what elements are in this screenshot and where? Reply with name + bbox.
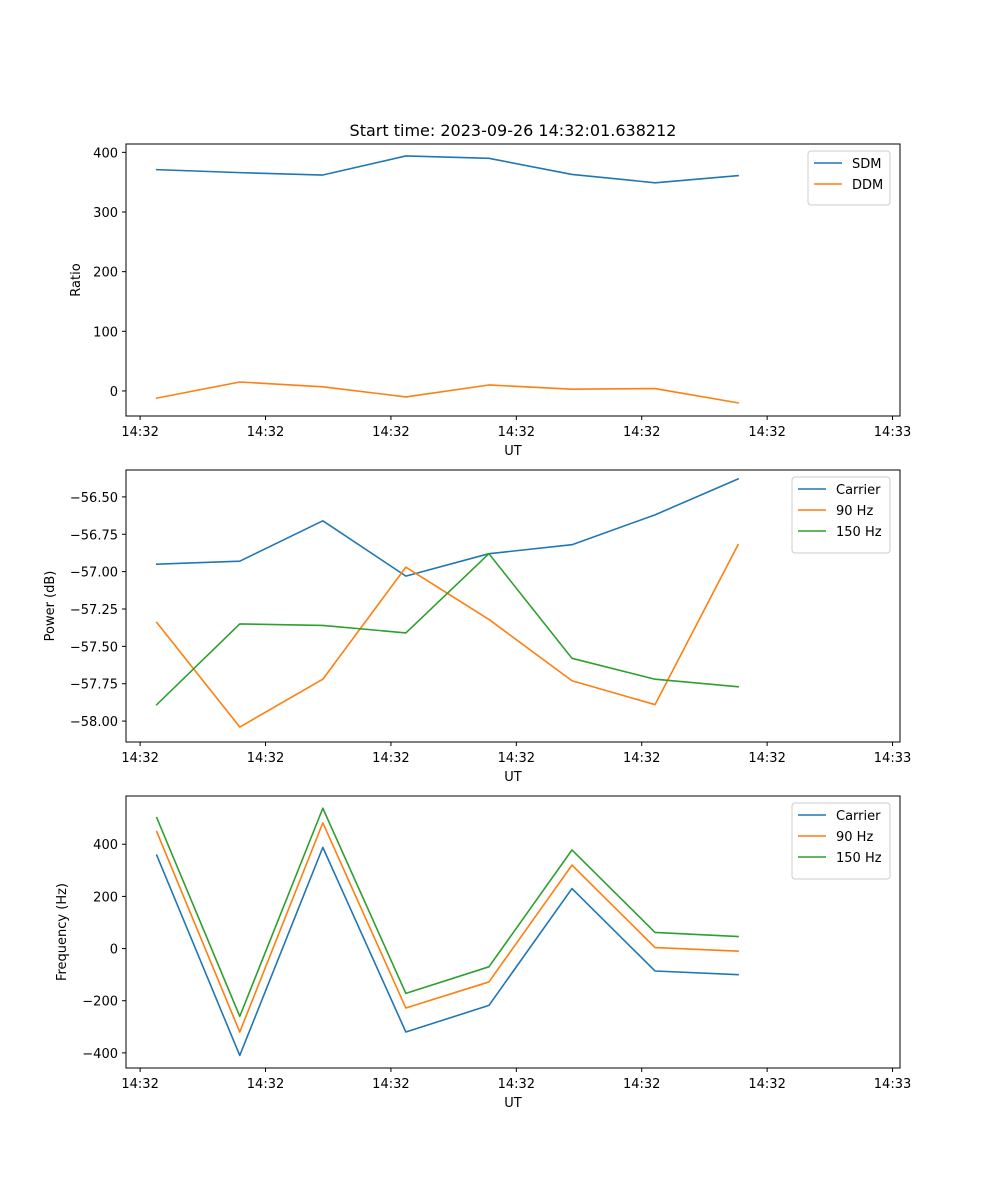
y-tick-label: −57.75 — [70, 678, 118, 693]
x-tick-label: 14:32 — [247, 425, 284, 440]
x-tick-label: 14:32 — [121, 425, 158, 440]
legend-box — [791, 476, 891, 554]
y-tick-label: −400 — [82, 1047, 118, 1062]
y-tick-label: −57.50 — [70, 640, 118, 655]
series-line-ddm — [155, 381, 739, 404]
y-tick-label: 300 — [93, 206, 118, 221]
y-axis-label: Power (dB) — [43, 571, 58, 642]
x-tick-label: 14:32 — [372, 1077, 409, 1092]
x-tick-label: 14:32 — [372, 425, 409, 440]
y-axis-label: Frequency (Hz) — [55, 883, 70, 981]
x-tick-label: 14:32 — [623, 1077, 660, 1092]
x-tick-label: 14:32 — [748, 751, 785, 766]
series-group — [155, 155, 739, 404]
x-tick-label: 14:32 — [121, 751, 158, 766]
legend-label-carrier: Carrier — [836, 809, 881, 824]
series-line-90-hz — [155, 822, 739, 1033]
subplot-panels: 14:32 14:32 14:32 14:32 14:32 14:32 14:33 0 100 2… — [43, 143, 911, 1111]
x-tick-label: 14:32 — [247, 751, 284, 766]
axes-frame — [125, 469, 901, 743]
y-tick-label: −57.25 — [70, 603, 118, 618]
x-tick-label: 14:32 — [121, 1077, 158, 1092]
series-group — [155, 807, 739, 1057]
y-tick-label: 100 — [93, 325, 118, 340]
y-tick-label: −200 — [82, 995, 118, 1010]
legend-box — [807, 150, 891, 206]
legend-label-90-hz: 90 Hz — [836, 830, 873, 845]
series-line-150-hz — [155, 552, 739, 706]
series-line-sdm — [155, 155, 739, 184]
y-axis-label: Ratio — [69, 263, 84, 296]
y-tick-label: −56.50 — [70, 491, 118, 506]
series-line-150-hz — [155, 807, 739, 1018]
x-tick-label: 14:33 — [874, 751, 911, 766]
x-tick-label: 14:32 — [247, 1077, 284, 1092]
legend: Carrier 90 Hz 150 Hz — [791, 476, 891, 554]
axes-frame — [125, 795, 901, 1069]
x-tick-label: 14:33 — [874, 1077, 911, 1092]
x-tick-label: 14:32 — [498, 425, 535, 440]
y-tick-label: 0 — [110, 385, 118, 400]
x-tick-label: 14:32 — [498, 751, 535, 766]
figure-title: Start time: 2023-09-26 14:32:01.638212 — [350, 121, 677, 140]
y-tick-label: 400 — [93, 146, 118, 161]
legend-label-90-hz: 90 Hz — [836, 504, 873, 519]
subplot-1: 14:32 14:32 14:32 14:32 14:32 14:32 14:33 0 100 2… — [69, 143, 911, 459]
y-tick-label: −57.00 — [70, 566, 118, 581]
x-tick-label: 14:32 — [623, 751, 660, 766]
axes-frame — [125, 143, 901, 417]
legend-label-150-hz: 150 Hz — [836, 851, 882, 866]
series-group — [155, 477, 740, 728]
subplot-2: 14:32 14:32 14:32 14:32 14:32 14:32 14:33 −58.0… — [43, 469, 911, 785]
series-line-carrier — [155, 846, 739, 1057]
legend-label-150-hz: 150 Hz — [836, 525, 882, 540]
y-tick-label: 0 — [110, 943, 118, 958]
x-axis-label: UT — [504, 1096, 522, 1111]
x-tick-label: 14:32 — [623, 425, 660, 440]
y-tick-label: 200 — [93, 266, 118, 281]
y-tick-label: −58.00 — [70, 715, 118, 730]
y-tick-label: 200 — [93, 890, 118, 905]
x-tick-label: 14:32 — [498, 1077, 535, 1092]
legend-box — [791, 802, 891, 880]
x-tick-label: 14:33 — [874, 425, 911, 440]
x-tick-label: 14:32 — [748, 425, 785, 440]
legend-label-carrier: Carrier — [836, 483, 881, 498]
x-tick-label: 14:32 — [748, 1077, 785, 1092]
y-tick-label: −56.75 — [70, 528, 118, 543]
subplot-3: 14:32 14:32 14:32 14:32 14:32 14:32 14:33 −400 −… — [55, 795, 911, 1111]
x-tick-label: 14:32 — [372, 751, 409, 766]
legend-label-sdm: SDM — [852, 157, 881, 172]
legend: SDM DDM — [807, 150, 891, 206]
y-tick-label: 400 — [93, 838, 118, 853]
legend: Carrier 90 Hz 150 Hz — [791, 802, 891, 880]
legend-label-ddm: DDM — [852, 178, 883, 193]
x-axis-label: UT — [504, 444, 522, 459]
x-axis-label: UT — [504, 770, 522, 785]
series-line-carrier — [155, 477, 740, 577]
